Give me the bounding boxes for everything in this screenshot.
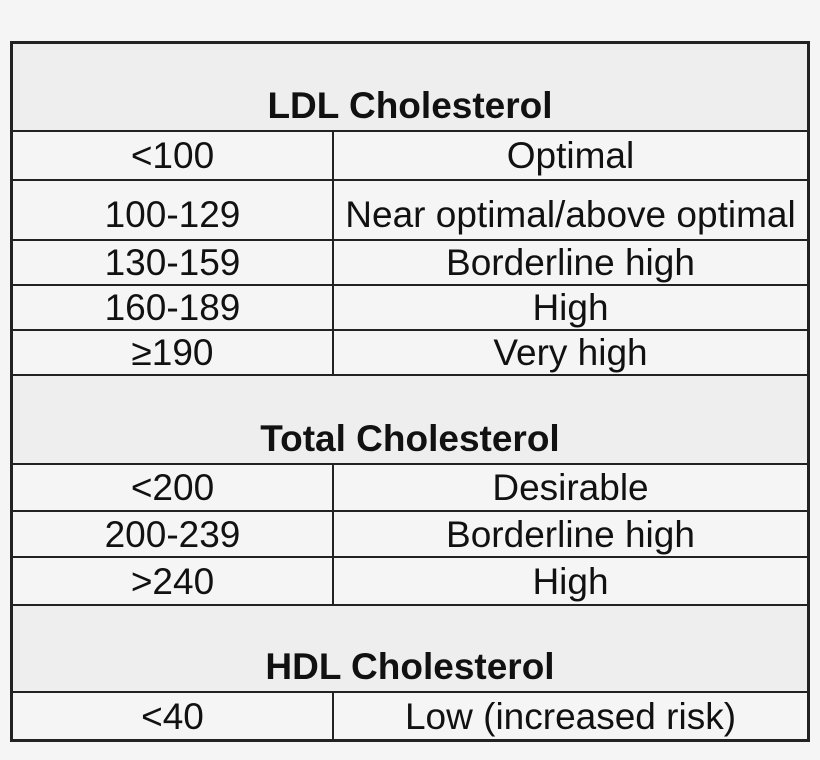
range-cell: 160-189 [104,287,241,328]
category-cell: Borderline high [332,512,807,556]
range-cell: 130-159 [104,242,241,283]
range-cell: <200 [130,467,215,508]
category-cell: High [332,558,807,604]
cholesterol-table: LDL Cholesterol <100 Optimal 100-129 Nea… [10,41,810,742]
category-cell: Optimal [332,132,807,179]
category-cell: Near optimal/above optimal [332,181,807,239]
category-cell: High [332,286,807,329]
table-row: >240 High [13,558,807,606]
range-cell: <40 [141,695,204,737]
range-cell: ≥190 [131,332,214,373]
table-row: <100 Optimal [13,132,807,181]
section-header-ldl: LDL Cholesterol [13,44,807,132]
section-header-label: LDL Cholesterol [267,85,553,126]
range-cell: 200-239 [104,513,241,555]
category-cell: Borderline high [332,241,807,284]
table-row: 100-129 Near optimal/above optimal [13,181,807,241]
category-cell: Very high [332,331,807,374]
section-header-label: Total Cholesterol [260,418,560,459]
section-header-hdl: HDL Cholesterol [13,606,807,693]
range-cell: >240 [130,560,215,602]
range-cell: 100-129 [104,194,241,235]
table-row: 160-189 High [13,286,807,331]
table-row: 130-159 Borderline high [13,241,807,286]
range-cell: <100 [130,135,215,176]
table-row: ≥190 Very high [13,331,807,376]
table-row: 200-239 Borderline high [13,512,807,558]
category-cell: Low (increased risk) [332,693,807,739]
section-header-total: Total Cholesterol [13,376,807,465]
category-cell: Desirable [332,465,807,510]
table-row: <40 Low (increased risk) [13,693,807,739]
table-row: <200 Desirable [13,465,807,512]
section-header-label: HDL Cholesterol [265,646,555,687]
